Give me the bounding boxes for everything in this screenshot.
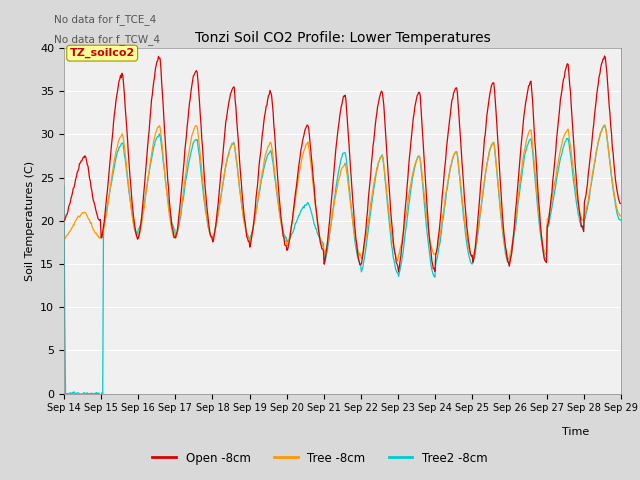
Text: No data for f_TCW_4: No data for f_TCW_4: [54, 34, 161, 45]
Y-axis label: Soil Temperatures (C): Soil Temperatures (C): [24, 161, 35, 281]
Title: Tonzi Soil CO2 Profile: Lower Temperatures: Tonzi Soil CO2 Profile: Lower Temperatur…: [195, 32, 490, 46]
Text: No data for f_TCE_4: No data for f_TCE_4: [54, 14, 157, 25]
Text: TZ_soilco2: TZ_soilco2: [70, 48, 135, 58]
Legend: Open -8cm, Tree -8cm, Tree2 -8cm: Open -8cm, Tree -8cm, Tree2 -8cm: [148, 447, 492, 469]
Text: Time: Time: [561, 427, 589, 437]
